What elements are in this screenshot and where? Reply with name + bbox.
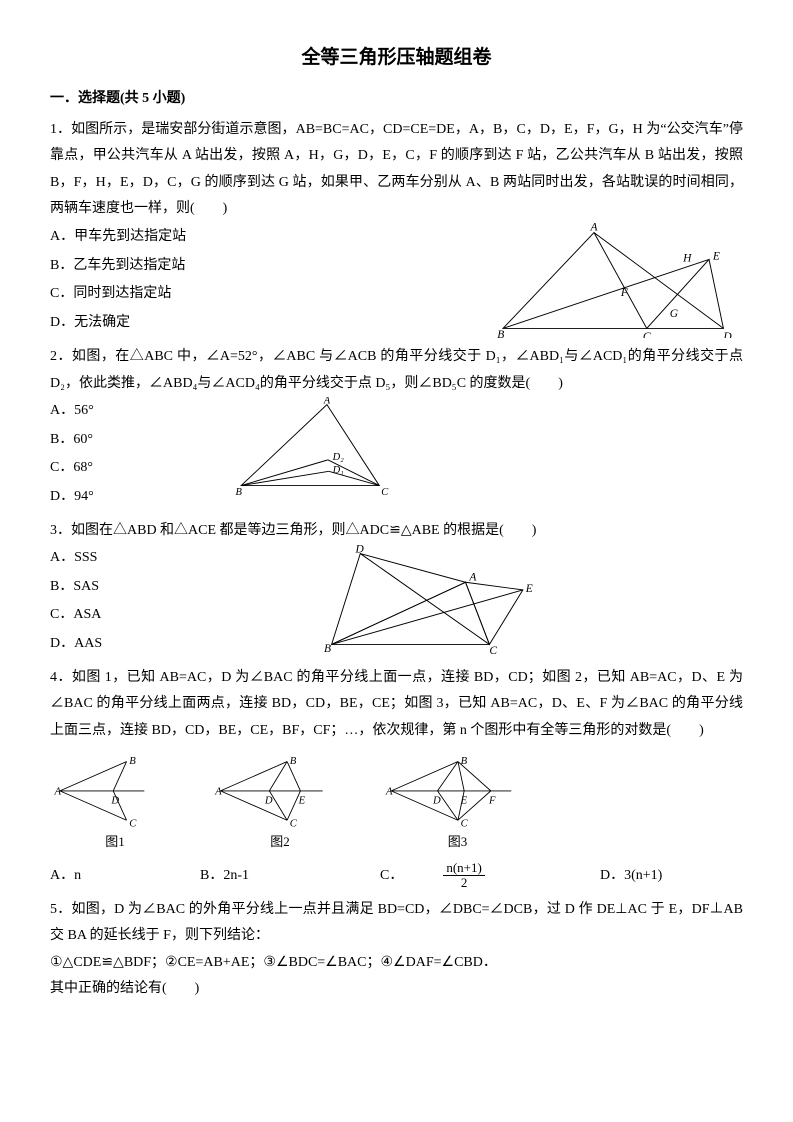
svg-text:E: E [298, 796, 306, 807]
question-5: 5．如图，D 为∠BAC 的外角平分线上一点并且满足 BD=CD，∠DBC=∠D… [50, 897, 743, 1003]
q4-figures: A B C D 图1 A B C D E 图2 [50, 750, 743, 855]
q2-figure: A B C D₂ D₁ [230, 397, 400, 511]
svg-text:B: B [129, 757, 136, 768]
svg-text:D: D [432, 796, 441, 807]
svg-text:F: F [620, 287, 629, 299]
q2-text: 2．如图，在△ABC 中，∠A=52°，∠ABC 与∠ACB 的角平分线交于 D… [50, 344, 743, 397]
svg-text:D: D [355, 544, 365, 556]
svg-text:D: D [110, 796, 119, 807]
svg-text:B: B [324, 643, 331, 654]
q3-opt-b: B．SAS [50, 574, 320, 601]
q4-fig3-label: 图3 [380, 830, 535, 855]
q1-figure: A B C D E F G H [493, 223, 743, 338]
question-2: 2．如图，在△ABC 中，∠A=52°，∠ABC 与∠ACB 的角平分线交于 D… [50, 344, 743, 512]
svg-text:F: F [488, 796, 496, 807]
q3-opt-c: C．ASA [50, 602, 320, 629]
svg-text:C: C [461, 819, 469, 830]
q4-opt-b: B．2n-1 [200, 863, 340, 890]
svg-text:B: B [461, 757, 468, 768]
q2-opt-d: D．94° [50, 484, 230, 511]
q3-opt-a: A．SSS [50, 545, 320, 572]
svg-text:A: A [214, 787, 222, 798]
svg-text:A: A [54, 787, 62, 798]
q4-text: 4．如图 1，已知 AB=AC，D 为∠BAC 的角平分线上面一点，连接 BD，… [50, 665, 743, 745]
q4-opt-a: A．n [50, 863, 160, 890]
q1-opt-c: C．同时到达指定站 [50, 281, 493, 308]
svg-text:A: A [468, 572, 477, 584]
q1-opt-d: D．无法确定 [50, 310, 493, 337]
svg-text:C: C [643, 331, 651, 338]
svg-text:D₁: D₁ [332, 465, 344, 476]
svg-text:B: B [497, 329, 504, 338]
q4-fig2-label: 图2 [210, 830, 350, 855]
svg-text:C: C [381, 487, 389, 497]
svg-text:E: E [460, 796, 468, 807]
q4-options: A．n B．2n-1 C．n(n+1)2 D．3(n+1) [50, 861, 743, 891]
q1-text: 1．如图所示，是瑞安部分街道示意图，AB=BC=AC，CD=CE=DE，A，B，… [50, 117, 743, 223]
q2-opt-a: A．56° [50, 398, 230, 425]
svg-text:E: E [525, 583, 533, 595]
q5-line3: 其中正确的结论有( ) [50, 976, 743, 1003]
svg-text:D: D [722, 331, 732, 338]
q3-text: 3．如图在△ABD 和△ACE 都是等边三角形，则△ADC≌△ABE 的根据是(… [50, 518, 743, 545]
svg-text:A: A [590, 223, 599, 234]
question-3: 3．如图在△ABD 和△ACE 都是等边三角形，则△ADC≌△ABE 的根据是(… [50, 518, 743, 659]
svg-text:B: B [235, 487, 242, 497]
q4-opt-c: C．n(n+1)2 [380, 861, 560, 891]
svg-text:A: A [385, 787, 393, 798]
doc-title: 全等三角形压轴题组卷 [50, 40, 743, 76]
q1-opt-a: A．甲车先到达指定站 [50, 224, 493, 251]
q4-fig1-label: 图1 [50, 830, 180, 855]
svg-text:H: H [682, 252, 692, 264]
svg-text:E: E [712, 250, 720, 262]
q2-opt-b: B．60° [50, 427, 230, 454]
q5-line2: ①△CDE≌△BDF；②CE=AB+AE；③∠BDC=∠BAC；④∠DAF=∠C… [50, 950, 743, 977]
q3-opt-d: D．AAS [50, 631, 320, 658]
question-4: 4．如图 1，已知 AB=AC，D 为∠BAC 的角平分线上面一点，连接 BD，… [50, 665, 743, 891]
q1-opt-b: B．乙车先到达指定站 [50, 253, 493, 280]
svg-text:A: A [323, 397, 331, 407]
svg-text:C: C [290, 819, 298, 830]
q4-opt-d: D．3(n+1) [600, 863, 662, 890]
q5-text: 5．如图，D 为∠BAC 的外角平分线上一点并且满足 BD=CD，∠DBC=∠D… [50, 897, 743, 950]
svg-text:C: C [129, 819, 137, 830]
q3-figure: A B C D E [320, 544, 545, 658]
q2-opt-c: C．68° [50, 455, 230, 482]
svg-text:D₂: D₂ [332, 452, 345, 463]
svg-text:G: G [670, 308, 679, 320]
svg-text:C: C [489, 645, 497, 654]
question-1: 1．如图所示，是瑞安部分街道示意图，AB=BC=AC，CD=CE=DE，A，B，… [50, 117, 743, 338]
section-heading: 一．选择题(共 5 小题) [50, 86, 743, 113]
svg-text:D: D [264, 796, 273, 807]
svg-text:B: B [290, 757, 297, 768]
